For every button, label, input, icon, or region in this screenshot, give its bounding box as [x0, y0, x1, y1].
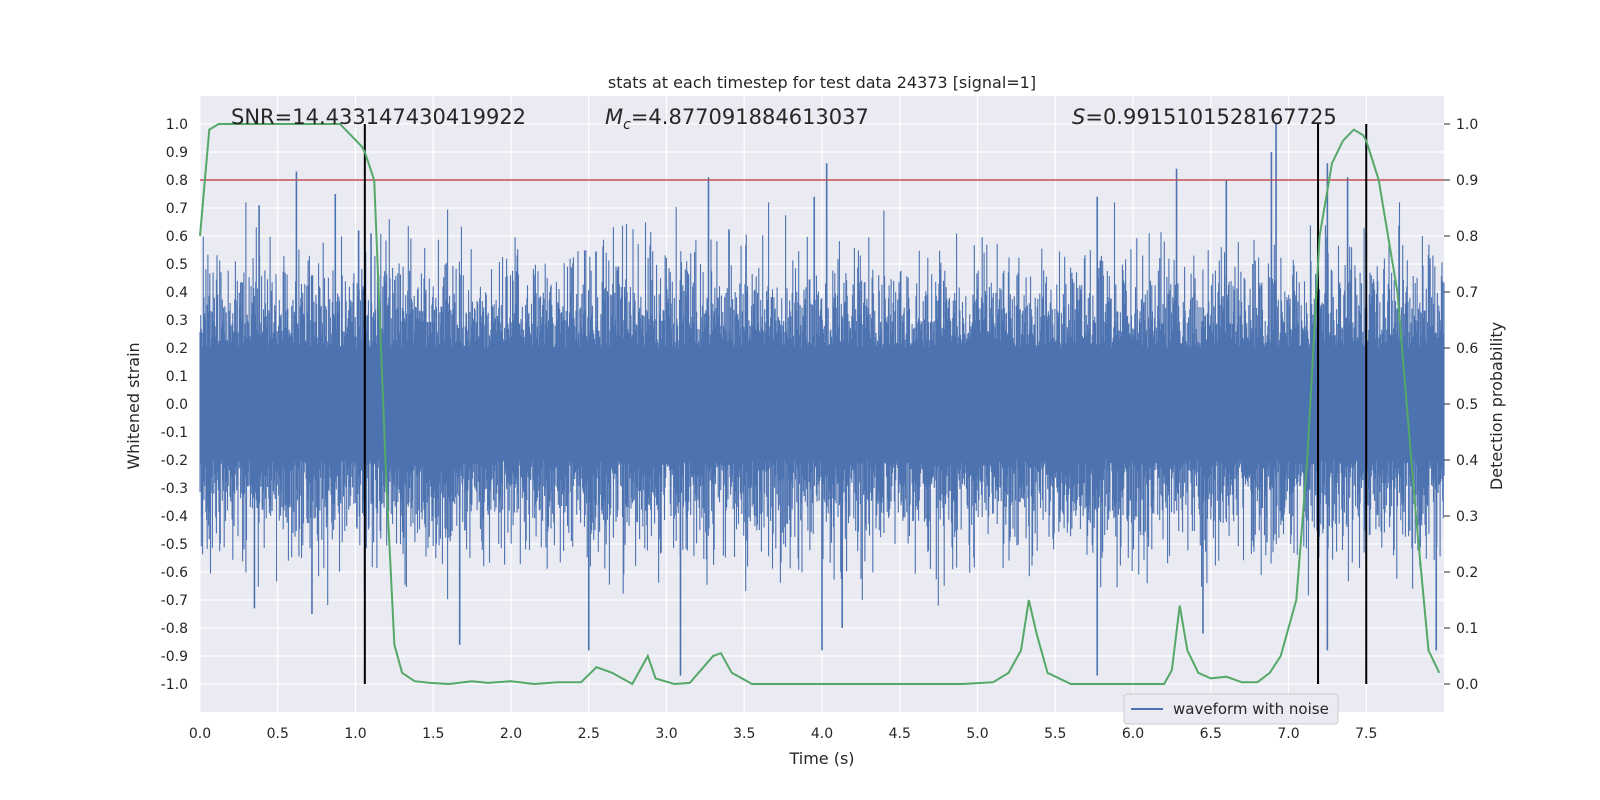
y-axis-label-right: Detection probability — [1487, 322, 1506, 490]
y-tick-label-left: -0.9 — [161, 649, 188, 665]
y-tick-label-left: 0.7 — [166, 201, 188, 217]
y-axis-label-left: Whitened strain — [124, 342, 143, 469]
s-annotation: S=0.9915101528167725 — [1072, 105, 1337, 129]
x-tick-label: 7.0 — [1277, 726, 1299, 742]
x-tick-label: 0.0 — [189, 726, 211, 742]
y-tick-label-left: 0.5 — [166, 257, 188, 273]
y-tick-label-left: -0.6 — [161, 565, 188, 581]
legend: waveform with noise — [1123, 693, 1339, 725]
y-tick-label-left: -0.2 — [161, 453, 188, 469]
x-tick-label: 4.0 — [811, 726, 833, 742]
x-tick-label: 3.5 — [733, 726, 755, 742]
waveform-series — [199, 124, 1445, 676]
snr-annotation: SNR=14.433147430419922 — [231, 105, 526, 129]
legend-box — [1123, 693, 1339, 725]
y-tick-label-left: 0.2 — [166, 341, 188, 357]
axes: 0.0 0.5 1.0 1.5 2.0 2.5 3.0 3.5 4.0 4.5 5.0 5.5 6.0 6… — [161, 117, 1479, 742]
y-tick-label-left: 0.4 — [166, 285, 188, 301]
y-tick-label-left: 0.0 — [166, 397, 188, 413]
x-axis-label: Time (s) — [788, 749, 854, 768]
mc-value: =4.877091884613037 — [631, 105, 869, 129]
x-tick-label: 2.0 — [500, 726, 522, 742]
y-tick-label-left: 1.0 — [166, 117, 188, 133]
x-tick-label: 2.5 — [578, 726, 600, 742]
mc-subscript: c — [623, 117, 631, 133]
y-tick-label-right: 0.9 — [1456, 173, 1478, 189]
y-tick-label-left: -0.8 — [161, 621, 188, 637]
x-tick-label: 3.0 — [655, 726, 677, 742]
y-tick-label-left: -0.7 — [161, 593, 188, 609]
y-tick-label-right: 0.0 — [1456, 677, 1478, 693]
x-tick-label: 4.5 — [889, 726, 911, 742]
mc-symbol: M — [605, 105, 623, 129]
y-tick-label-left: 0.1 — [166, 369, 188, 385]
y-tick-label-left: -0.3 — [161, 481, 188, 497]
x-tick-label: 5.0 — [966, 726, 988, 742]
y-tick-label-right: 0.1 — [1456, 621, 1478, 637]
x-tick-label: 7.5 — [1355, 726, 1377, 742]
y-tick-label-left: -0.4 — [161, 509, 188, 525]
chart-title: stats at each timestep for test data 243… — [608, 73, 1036, 92]
y-tick-label-left: -0.5 — [161, 537, 188, 553]
x-tick-label: 6.0 — [1122, 726, 1144, 742]
y-tick-label-right: 0.6 — [1456, 341, 1478, 357]
y-tick-label-right: 1.0 — [1456, 117, 1478, 133]
x-tick-label: 1.0 — [344, 726, 366, 742]
y-tick-label-right: 0.7 — [1456, 285, 1478, 301]
x-tick-label: 1.5 — [422, 726, 444, 742]
y-tick-label-right: 0.2 — [1456, 565, 1478, 581]
y-tick-label-left: -1.0 — [161, 677, 188, 693]
legend-label: waveform with noise — [1173, 700, 1329, 718]
y-tick-label-left: 0.8 — [166, 173, 188, 189]
y-tick-label-left: 0.3 — [166, 313, 188, 329]
x-tick-label: 5.5 — [1044, 726, 1066, 742]
y-tick-label-left: -0.1 — [161, 425, 188, 441]
y-tick-label-left: 0.6 — [166, 229, 188, 245]
mc-annotation: Mc=4.877091884613037 — [605, 105, 869, 133]
s-symbol: S — [1072, 105, 1085, 129]
probability-line — [199, 123, 1441, 686]
s-value: =0.9915101528167725 — [1085, 105, 1336, 129]
y-tick-label-right: 0.4 — [1456, 453, 1478, 469]
y-tick-label-right: 0.3 — [1456, 509, 1478, 525]
y-tick-label-right: 0.5 — [1456, 397, 1478, 413]
x-tick-label: 0.5 — [267, 726, 289, 742]
y-tick-label-right: 0.8 — [1456, 229, 1478, 245]
y-tick-label-left: 0.9 — [166, 145, 188, 161]
overlay — [199, 123, 1444, 686]
x-tick-label: 6.5 — [1200, 726, 1222, 742]
